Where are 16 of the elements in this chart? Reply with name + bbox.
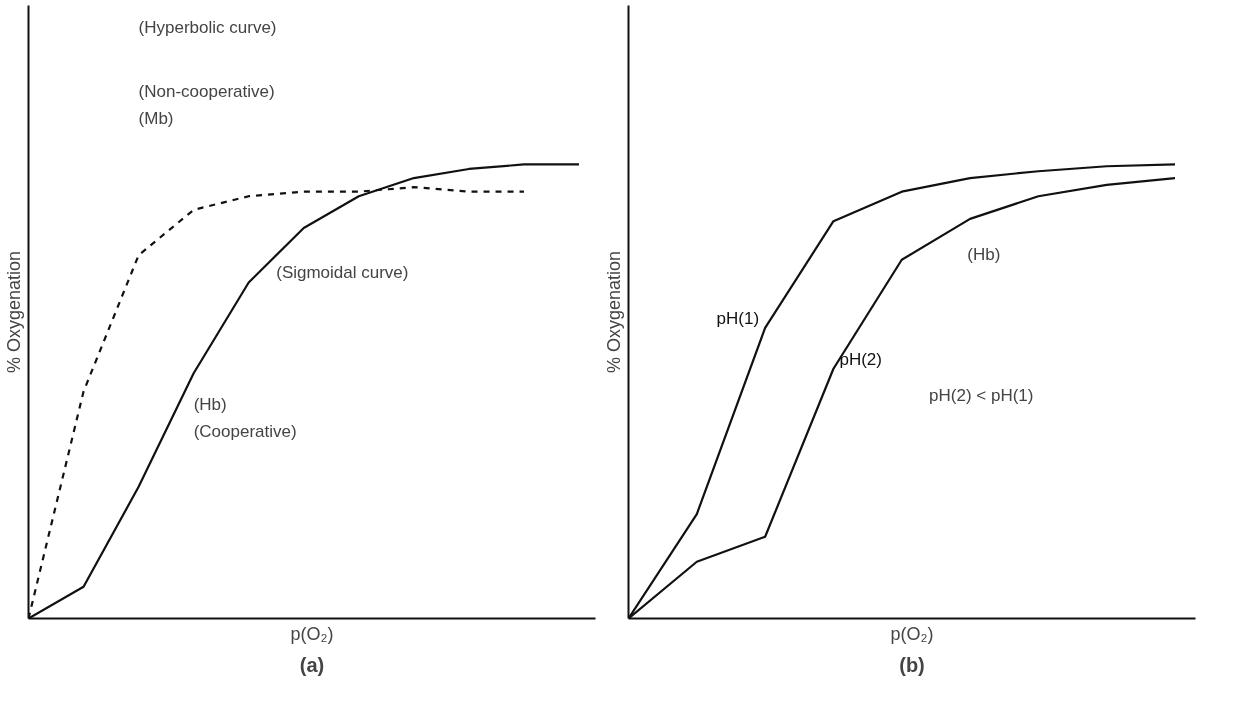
y-axis-title: % Oxygenation: [3, 250, 24, 374]
y-axis-title: % Oxygenation: [603, 250, 624, 374]
annotation: (Hb): [967, 245, 1001, 265]
annotation: (Hb): [193, 395, 227, 415]
text: (b): [899, 653, 925, 676]
series-label: pH(2): [839, 349, 882, 369]
annotation: pH(2) < pH(1): [929, 386, 1034, 406]
text: (Non-cooperative): [138, 81, 275, 101]
series-label: pH(1): [716, 308, 760, 328]
x-axis-title: p(O₂): [890, 623, 934, 644]
x-axis-title: p(O₂): [290, 623, 334, 644]
text: (Mb): [138, 109, 174, 129]
annotation: (Cooperative): [193, 422, 297, 442]
text: (a): [299, 653, 325, 676]
annotation: (Sigmoidal curve): [276, 263, 409, 283]
text: (Hyperbolic curve): [138, 18, 277, 38]
